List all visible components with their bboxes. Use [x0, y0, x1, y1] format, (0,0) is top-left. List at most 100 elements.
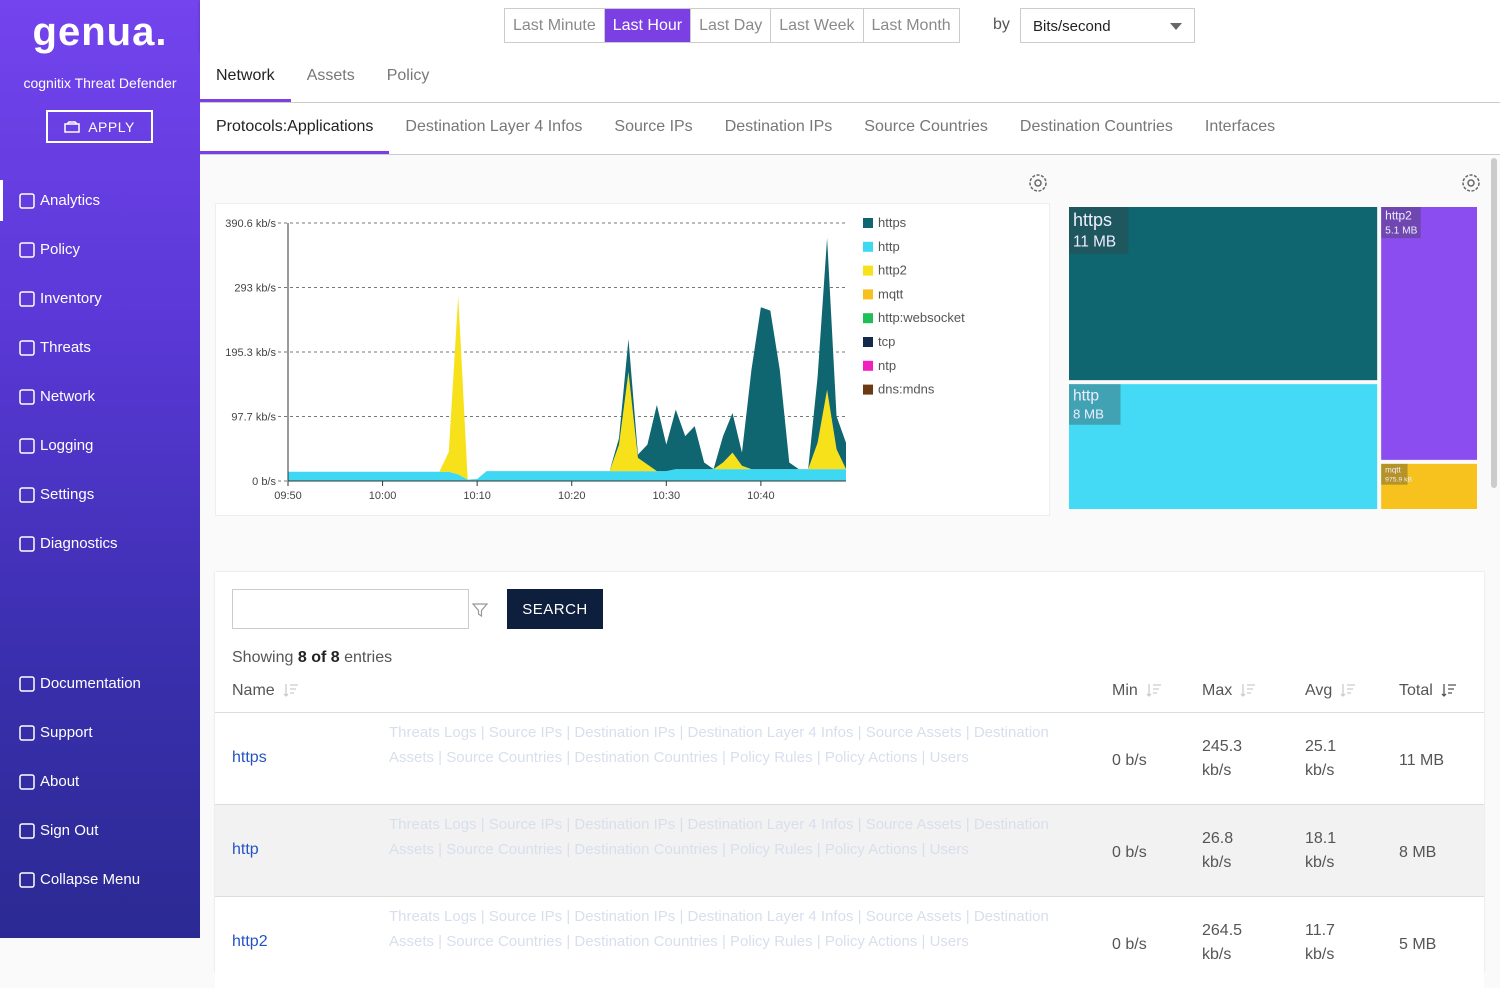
- link[interactable]: Policy Rules: [730, 748, 813, 766]
- column-header[interactable]: Name: [232, 682, 299, 700]
- link[interactable]: Source Countries: [446, 748, 563, 766]
- unit-select[interactable]: Bits/second: [1020, 8, 1195, 43]
- nav-icon: [19, 241, 35, 258]
- link[interactable]: Source Countries: [446, 840, 563, 858]
- link[interactable]: Destination Countries: [574, 748, 718, 766]
- range-button[interactable]: Last Day: [691, 9, 772, 42]
- legend-label: http2: [878, 263, 907, 278]
- separator: |: [476, 724, 489, 741]
- separator: |: [917, 748, 930, 766]
- range-button[interactable]: Last Hour: [604, 9, 692, 42]
- nav-item[interactable]: Settings: [0, 470, 200, 519]
- range-button[interactable]: Last Month: [871, 16, 951, 34]
- column-header[interactable]: Total: [1399, 682, 1457, 700]
- tabs: Network Assets Policy: [200, 52, 1500, 103]
- column-header[interactable]: Min: [1112, 682, 1162, 700]
- treemap-cell: [1381, 207, 1477, 460]
- tab[interactable]: Protocols:Applications: [200, 103, 390, 154]
- nav-item[interactable]: Logging: [0, 421, 200, 470]
- link[interactable]: Destination Layer 4 Infos: [687, 908, 854, 925]
- link[interactable]: Destination Assets: [389, 724, 1049, 766]
- search-button[interactable]: SEARCH: [507, 589, 603, 629]
- nav-item[interactable]: Documentation: [0, 659, 200, 708]
- nav-item[interactable]: Analytics: [0, 176, 200, 225]
- header-label: Total: [1399, 682, 1433, 699]
- link[interactable]: Threats Logs: [389, 816, 477, 833]
- row-name[interactable]: http: [232, 841, 259, 858]
- tab[interactable]: Network: [200, 52, 291, 102]
- link[interactable]: Source Assets: [865, 724, 962, 741]
- y-tick-label: 293 kb/s: [234, 282, 276, 294]
- nav-item[interactable]: Support: [0, 708, 200, 757]
- link[interactable]: Source IPs: [488, 908, 563, 925]
- link[interactable]: Source IPs: [488, 724, 563, 741]
- link[interactable]: Destination Layer 4 Infos: [687, 724, 854, 741]
- link[interactable]: Source Countries: [446, 932, 563, 950]
- link[interactable]: Destination Countries: [574, 840, 718, 858]
- link[interactable]: Threats Logs: [389, 908, 477, 925]
- search-input[interactable]: [232, 589, 469, 629]
- tab[interactable]: Source IPs: [614, 118, 693, 135]
- link[interactable]: Source Assets: [865, 908, 962, 925]
- link[interactable]: Policy Actions: [824, 748, 918, 766]
- link[interactable]: Policy Actions: [824, 932, 918, 950]
- icon-shape: [19, 822, 35, 839]
- link[interactable]: Policy Rules: [730, 840, 813, 858]
- icon-shape: [19, 241, 35, 258]
- link[interactable]: Destination Assets: [389, 816, 1049, 858]
- link[interactable]: Users: [929, 840, 969, 858]
- link[interactable]: Destination IPs: [574, 724, 676, 741]
- nav-item[interactable]: Policy: [0, 225, 200, 274]
- range-button[interactable]: Last Minute: [505, 9, 605, 42]
- link[interactable]: Destination Layer 4 Infos: [687, 816, 854, 833]
- row-links: Threats Logs | Source IPs | Destination …: [389, 721, 1089, 770]
- tab[interactable]: Destination IPs: [724, 118, 833, 135]
- nav-item[interactable]: Diagnostics: [0, 519, 200, 568]
- tab[interactable]: Destination Layer 4 Infos: [405, 118, 583, 135]
- icon-shape: [1340, 684, 1356, 697]
- nav-item[interactable]: Threats: [0, 323, 200, 372]
- link[interactable]: Destination IPs: [574, 816, 676, 833]
- filter-icon[interactable]: [472, 602, 488, 618]
- link[interactable]: Threats Logs: [389, 724, 477, 741]
- column-header[interactable]: Avg: [1305, 682, 1356, 700]
- separator: |: [961, 816, 974, 833]
- link[interactable]: Source IPs: [488, 816, 563, 833]
- nav-item[interactable]: Collapse Menu: [0, 855, 200, 904]
- separator: |: [717, 840, 731, 858]
- apply-button[interactable]: APPLY: [46, 110, 153, 143]
- separator: |: [717, 748, 731, 766]
- link[interactable]: Users: [929, 748, 969, 766]
- link[interactable]: Source Assets: [865, 816, 962, 833]
- settings-icon[interactable]: [1026, 171, 1050, 195]
- nav-icon: [19, 290, 35, 307]
- link[interactable]: Policy Actions: [824, 840, 918, 858]
- legend-swatch: [863, 289, 873, 300]
- legend-label: http:websocket: [878, 310, 965, 325]
- column-header[interactable]: Max: [1202, 682, 1256, 700]
- row-name[interactable]: http2: [232, 933, 268, 950]
- settings-icon[interactable]: [1459, 171, 1483, 195]
- nav-label: Diagnostics: [40, 535, 118, 552]
- y-tick-label: 390.6 kb/s: [225, 218, 276, 230]
- tab[interactable]: Interfaces: [1204, 118, 1276, 135]
- tab[interactable]: Source Countries: [864, 118, 988, 135]
- nav-item[interactable]: Sign Out: [0, 806, 200, 855]
- range-group: Last Minute Last Hour Last Day Last Week Las…: [504, 8, 960, 43]
- link[interactable]: Destination IPs: [574, 908, 676, 925]
- label-box: [1069, 207, 1129, 254]
- row-name[interactable]: https: [232, 749, 267, 766]
- tab[interactable]: Assets: [306, 66, 355, 84]
- range-button[interactable]: Last Week: [771, 9, 864, 42]
- tab[interactable]: Policy: [386, 66, 430, 84]
- nav-item[interactable]: Inventory: [0, 274, 200, 323]
- link[interactable]: Users: [929, 932, 969, 950]
- separator: |: [675, 908, 688, 925]
- table-card: SEARCH Showing 8 of 8 entries Name Min Max…: [215, 572, 1484, 988]
- link[interactable]: Destination Countries: [574, 932, 718, 950]
- tab[interactable]: Destination Countries: [1019, 118, 1173, 135]
- nav-item[interactable]: Network: [0, 372, 200, 421]
- nav-label: Policy: [40, 241, 81, 258]
- link[interactable]: Policy Rules: [730, 932, 813, 950]
- nav-item[interactable]: About: [0, 757, 200, 806]
